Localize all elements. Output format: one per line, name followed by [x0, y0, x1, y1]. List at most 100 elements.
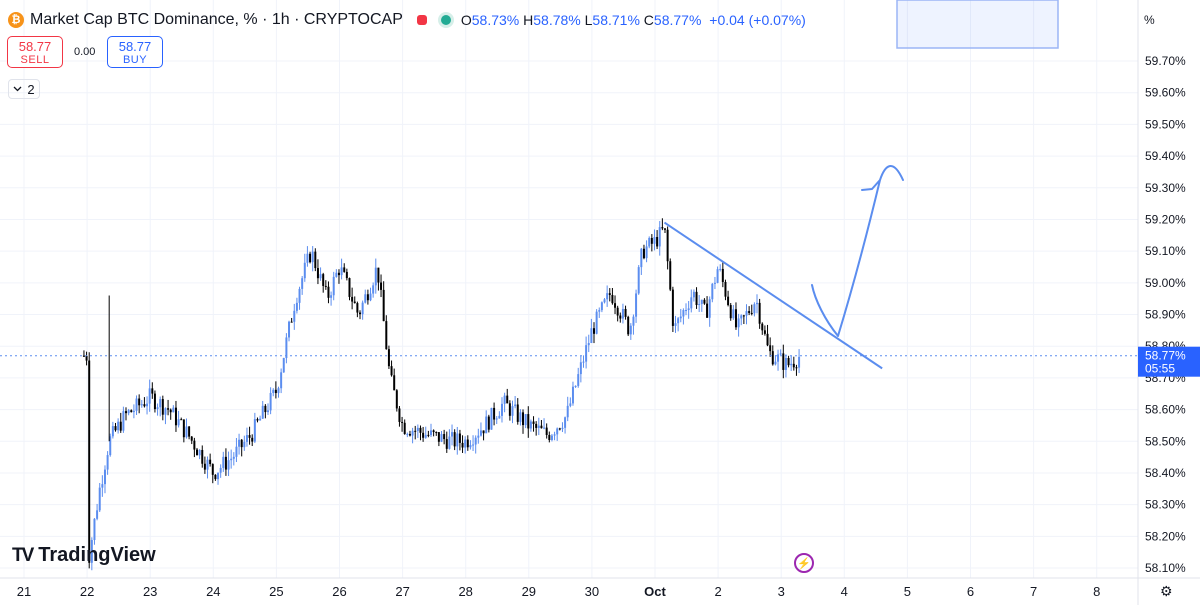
- tradingview-logo[interactable]: TV TradingView: [12, 544, 156, 567]
- candle-body: [769, 345, 772, 352]
- x-tick-label: 29: [522, 584, 536, 599]
- candle-body: [516, 404, 519, 422]
- candle-body: [514, 404, 517, 407]
- open-value: 58.73%: [471, 12, 520, 28]
- candle-body: [621, 308, 624, 319]
- candle-body: [734, 309, 737, 328]
- candle-body: [719, 268, 722, 270]
- candle-body: [448, 436, 451, 449]
- candle-body: [590, 328, 593, 344]
- last-price-badge: [1138, 346, 1200, 377]
- candle-body: [369, 293, 372, 301]
- candle-body: [740, 315, 743, 319]
- price-unit-label[interactable]: %: [1144, 13, 1155, 27]
- x-tick-label: 2: [714, 584, 721, 599]
- candle-body: [380, 282, 383, 290]
- candle-body: [361, 302, 364, 315]
- trendline-drawing: [663, 221, 883, 370]
- candle-body: [466, 439, 469, 448]
- candle-body: [477, 435, 480, 438]
- x-tick-label: 5: [904, 584, 911, 599]
- bitcoin-icon: ₿: [8, 12, 24, 28]
- candle-body: [219, 467, 222, 473]
- candle-body: [301, 278, 304, 289]
- candle-body: [327, 286, 330, 298]
- sell-button[interactable]: 58.77 SELL: [7, 36, 63, 68]
- symbol-title[interactable]: Market Cap BTC Dominance, % · 1h · CRYPT…: [30, 11, 403, 28]
- rectangle-drawing: [896, 0, 1059, 49]
- candle-body: [138, 398, 141, 406]
- candle-body: [222, 456, 225, 468]
- candle-body: [627, 316, 630, 335]
- candle-body: [795, 367, 798, 369]
- x-tick-label: 30: [585, 584, 599, 599]
- flash-icon[interactable]: ⚡: [794, 553, 814, 573]
- candle-body: [351, 296, 354, 302]
- low-label: L: [584, 12, 593, 28]
- candle-body: [235, 446, 238, 457]
- candle-body: [469, 445, 472, 448]
- candle-body: [114, 426, 117, 431]
- candle-body: [374, 267, 377, 286]
- candle-body: [277, 388, 280, 394]
- candle-body: [640, 248, 643, 268]
- candle-body: [419, 427, 422, 433]
- candle-body: [429, 430, 432, 436]
- candle-body: [109, 436, 112, 456]
- candle-body: [248, 435, 251, 438]
- candle-body: [579, 362, 582, 375]
- candle-body: [548, 434, 551, 441]
- x-tick-label: 22: [80, 584, 94, 599]
- y-tick-label: 58.60%: [1145, 403, 1186, 417]
- candle-body: [148, 388, 151, 404]
- candle-body: [359, 312, 362, 315]
- candle-body: [161, 399, 164, 415]
- candle-body: [698, 303, 701, 306]
- candle-body: [485, 416, 488, 434]
- candle-body: [671, 289, 674, 326]
- candle-body: [690, 297, 693, 309]
- y-tick-label: 58.50%: [1145, 434, 1186, 448]
- candle-body: [550, 435, 553, 441]
- candle-body: [324, 285, 327, 287]
- y-tick-label: 58.90%: [1145, 308, 1186, 322]
- candle-body: [146, 403, 149, 407]
- indicators-toggle-button[interactable]: 2: [8, 79, 40, 99]
- candle-body: [153, 393, 156, 410]
- candle-body: [401, 421, 404, 423]
- candle-body: [558, 428, 561, 430]
- low-value: 58.71%: [592, 12, 640, 28]
- candle-body: [143, 404, 146, 407]
- buy-button[interactable]: 58.77 BUY: [107, 36, 163, 68]
- candle-body: [666, 229, 669, 262]
- gear-icon[interactable]: ⚙: [1160, 583, 1173, 599]
- candle-body: [101, 484, 104, 488]
- candle-body: [266, 410, 269, 413]
- candle-body: [261, 405, 264, 419]
- candle-body: [353, 301, 356, 304]
- candle-body: [498, 415, 501, 419]
- candle-body: [758, 302, 761, 324]
- candle-body: [414, 430, 417, 432]
- candle-body: [582, 361, 585, 363]
- x-tick-label: 28: [458, 584, 472, 599]
- candle-body: [564, 417, 567, 428]
- candle-body: [293, 310, 296, 322]
- candle-body: [185, 426, 188, 438]
- candle-body: [482, 430, 485, 434]
- market-closed-icon: [416, 15, 427, 25]
- candle-body: [490, 407, 493, 430]
- candle-body: [600, 302, 603, 311]
- candle-body: [122, 411, 125, 431]
- candle-body: [645, 246, 648, 259]
- candle-body: [309, 253, 312, 263]
- candle-body: [779, 353, 782, 355]
- candle-body: [761, 323, 764, 331]
- sell-price: 58.77: [18, 39, 52, 54]
- candle-body: [745, 311, 748, 316]
- y-tick-label: 59.10%: [1145, 244, 1186, 258]
- candle-body: [345, 271, 348, 279]
- high-value: 58.78%: [533, 12, 581, 28]
- candle-body: [340, 267, 343, 276]
